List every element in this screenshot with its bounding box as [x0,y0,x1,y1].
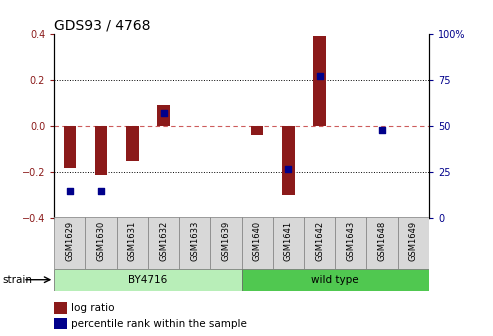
Bar [126,126,139,161]
FancyBboxPatch shape [398,217,429,269]
FancyBboxPatch shape [304,217,335,269]
FancyBboxPatch shape [148,217,179,269]
FancyBboxPatch shape [54,269,242,291]
FancyBboxPatch shape [335,217,366,269]
Text: percentile rank within the sample: percentile rank within the sample [71,319,247,329]
FancyBboxPatch shape [54,217,85,269]
Text: GSM1641: GSM1641 [284,221,293,261]
Text: GSM1633: GSM1633 [190,221,199,261]
Text: GSM1632: GSM1632 [159,221,168,261]
Point [66,188,74,194]
FancyBboxPatch shape [242,217,273,269]
Text: GSM1629: GSM1629 [66,221,74,261]
FancyBboxPatch shape [242,269,429,291]
Bar [95,126,107,174]
Text: strain: strain [2,275,33,285]
Text: GSM1642: GSM1642 [315,221,324,261]
Text: GSM1640: GSM1640 [253,221,262,261]
Text: BY4716: BY4716 [128,275,168,285]
Text: GSM1649: GSM1649 [409,221,418,261]
Text: GSM1631: GSM1631 [128,221,137,261]
Bar [314,36,326,126]
Text: GDS93 / 4768: GDS93 / 4768 [54,18,151,33]
Point [378,127,386,132]
Bar [54,318,68,329]
FancyBboxPatch shape [273,217,304,269]
Text: GSM1639: GSM1639 [221,221,230,261]
FancyBboxPatch shape [85,217,117,269]
Text: log ratio: log ratio [71,303,114,313]
FancyBboxPatch shape [211,217,242,269]
FancyBboxPatch shape [179,217,211,269]
Point [160,111,168,116]
Bar [157,105,170,126]
Bar [282,126,295,195]
Point [284,166,292,171]
Text: GSM1643: GSM1643 [347,221,355,261]
Point [97,188,105,194]
FancyBboxPatch shape [117,217,148,269]
Bar [251,126,263,135]
Text: wild type: wild type [312,275,359,285]
FancyBboxPatch shape [366,217,398,269]
Point [316,74,323,79]
Bar [54,302,68,314]
Bar [64,126,76,168]
Text: GSM1648: GSM1648 [378,221,387,261]
Text: GSM1630: GSM1630 [97,221,106,261]
